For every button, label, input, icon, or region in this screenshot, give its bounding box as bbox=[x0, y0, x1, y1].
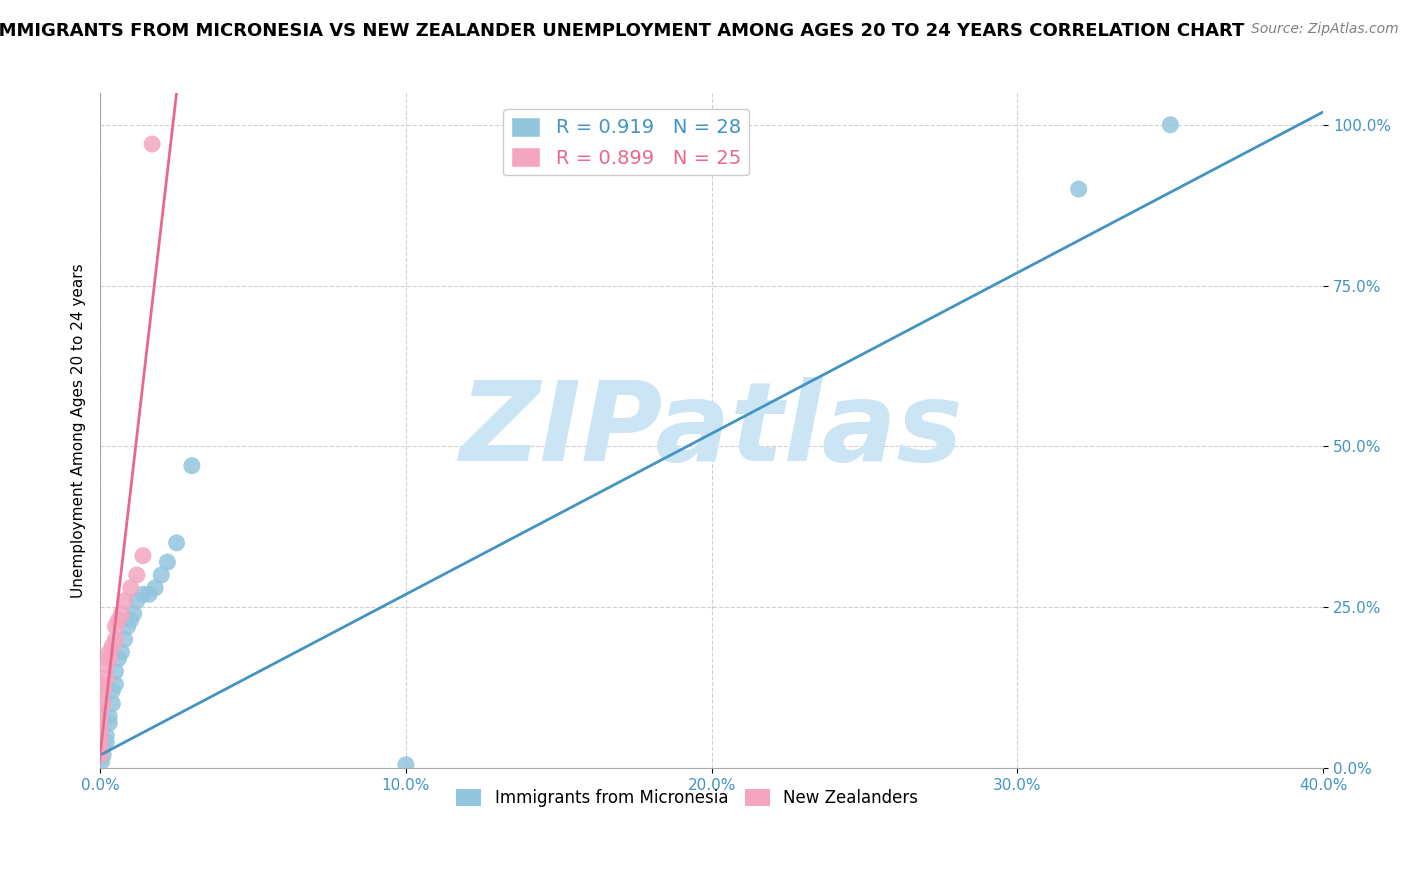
Point bbox=[101, 639, 124, 653]
Point bbox=[96, 729, 118, 743]
Point bbox=[122, 607, 145, 621]
Point bbox=[104, 632, 127, 647]
Point bbox=[98, 645, 121, 659]
Point bbox=[89, 703, 111, 717]
Point bbox=[114, 632, 136, 647]
Point bbox=[91, 741, 114, 756]
Point bbox=[104, 677, 127, 691]
Point bbox=[114, 593, 136, 607]
Point bbox=[150, 568, 173, 582]
Text: ZIPatlas: ZIPatlas bbox=[460, 376, 963, 483]
Point bbox=[110, 645, 132, 659]
Text: IMMIGRANTS FROM MICRONESIA VS NEW ZEALANDER UNEMPLOYMENT AMONG AGES 20 TO 24 YEA: IMMIGRANTS FROM MICRONESIA VS NEW ZEALAN… bbox=[0, 22, 1244, 40]
Point bbox=[89, 741, 111, 756]
Point bbox=[89, 735, 111, 749]
Point bbox=[143, 581, 166, 595]
Point bbox=[395, 757, 418, 772]
Point bbox=[1159, 118, 1181, 132]
Point bbox=[107, 613, 129, 627]
Point bbox=[132, 587, 155, 601]
Point bbox=[101, 683, 124, 698]
Text: Source: ZipAtlas.com: Source: ZipAtlas.com bbox=[1251, 22, 1399, 37]
Point bbox=[98, 709, 121, 723]
Point bbox=[1067, 182, 1090, 196]
Point bbox=[125, 593, 148, 607]
Point bbox=[91, 697, 114, 711]
Point bbox=[125, 568, 148, 582]
Point bbox=[89, 715, 111, 730]
Point bbox=[138, 587, 160, 601]
Point bbox=[89, 723, 111, 737]
Point bbox=[117, 619, 139, 633]
Point bbox=[91, 683, 114, 698]
Point bbox=[180, 458, 202, 473]
Y-axis label: Unemployment Among Ages 20 to 24 years: Unemployment Among Ages 20 to 24 years bbox=[72, 263, 86, 598]
Point bbox=[141, 136, 163, 151]
Point bbox=[156, 555, 179, 569]
Point bbox=[104, 665, 127, 679]
Point bbox=[120, 613, 142, 627]
Point bbox=[104, 619, 127, 633]
Point bbox=[166, 536, 188, 550]
Point bbox=[98, 715, 121, 730]
Point bbox=[96, 735, 118, 749]
Point bbox=[89, 729, 111, 743]
Point bbox=[101, 697, 124, 711]
Point bbox=[98, 651, 121, 665]
Point bbox=[91, 677, 114, 691]
Legend: Immigrants from Micronesia, New Zealanders: Immigrants from Micronesia, New Zealande… bbox=[450, 782, 925, 814]
Point bbox=[132, 549, 155, 563]
Point bbox=[110, 607, 132, 621]
Point bbox=[89, 748, 111, 763]
Point bbox=[96, 658, 118, 673]
Point bbox=[96, 671, 118, 685]
Point bbox=[91, 748, 114, 763]
Point bbox=[120, 581, 142, 595]
Point bbox=[89, 709, 111, 723]
Point bbox=[107, 651, 129, 665]
Point bbox=[90, 755, 112, 769]
